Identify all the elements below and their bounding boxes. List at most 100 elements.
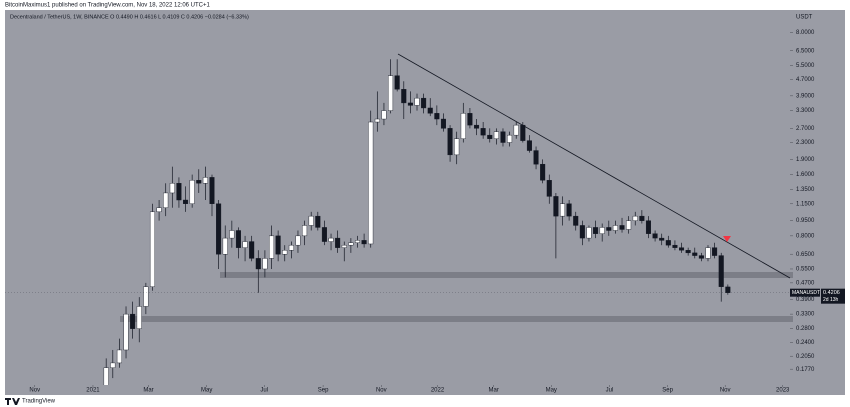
candle-body	[573, 215, 579, 226]
candle-body	[698, 255, 704, 259]
candle-body	[474, 124, 480, 129]
y-tick-label: 0.9500	[796, 218, 815, 224]
candle-body	[388, 75, 394, 111]
candle-body	[447, 128, 453, 156]
candle-body	[394, 75, 400, 90]
candle-body	[335, 237, 341, 248]
candle-body	[725, 286, 731, 293]
candle-body	[526, 140, 532, 151]
candle-body	[255, 258, 261, 270]
candle-body	[480, 128, 486, 136]
y-tick-label: 0.4700	[796, 280, 815, 286]
candle-body	[242, 241, 248, 248]
symbol-label: MANAUSDT	[792, 290, 820, 296]
legend-title: Decentraland / TetherUS, 1W, BINANCE O 0…	[10, 14, 249, 20]
candle-body	[645, 220, 651, 234]
y-tick-label: 1.6000	[796, 172, 815, 178]
candle-body	[189, 180, 195, 204]
candle-body	[718, 255, 724, 287]
candle-body	[712, 247, 718, 256]
candle-body	[308, 215, 314, 226]
y-tick-label: 1.3500	[796, 187, 815, 193]
candle-body	[361, 240, 367, 245]
y-tick-label: 0.3900	[796, 297, 815, 303]
x-tick-label: Nov	[720, 388, 731, 394]
candle-body	[440, 118, 446, 129]
y-tick-label: 0.6500	[796, 252, 815, 258]
support-zone	[120, 316, 793, 322]
candle-body	[546, 180, 552, 197]
x-tick-label: May	[546, 388, 557, 394]
x-tick-label: Jul	[606, 388, 614, 394]
candle-body	[619, 225, 625, 230]
candle-body	[434, 113, 440, 120]
y-tick-label: 0.8000	[796, 233, 815, 239]
logo-mark	[5, 398, 20, 405]
header: BitcoinMaximus1 published on TradingView…	[5, 3, 211, 9]
y-axis-unit: USDT	[796, 15, 813, 21]
candle-body	[374, 118, 380, 123]
y-tick-label: 1.1500	[796, 201, 815, 207]
y-tick-label: 0.2050	[796, 354, 815, 360]
x-tick-label: Mar	[489, 388, 499, 394]
y-tick-label: 6.5000	[796, 48, 815, 54]
trend-line	[397, 53, 791, 279]
y-tick-label: 3.9000	[796, 93, 815, 99]
x-tick-label: 2022	[431, 388, 445, 394]
candle-body	[612, 225, 618, 231]
candle-body	[513, 124, 519, 136]
candle-body	[487, 134, 493, 139]
x-tick-label: Nov	[376, 388, 387, 394]
candle-body	[533, 150, 539, 165]
candle-body	[679, 247, 685, 251]
candle-body	[626, 220, 632, 230]
x-tick-label: Sep	[662, 388, 673, 394]
last-price-label: 0.4206	[823, 290, 840, 296]
candle-body	[685, 250, 691, 254]
footer-logo: TradingView	[5, 398, 56, 405]
candle-body	[559, 203, 566, 217]
y-tick-label: 2.7000	[796, 126, 815, 132]
y-tick-label: 1.9000	[796, 157, 815, 163]
candle-body	[288, 244, 294, 251]
candle-body	[632, 215, 638, 221]
candle-body	[130, 313, 136, 329]
candle-body	[407, 102, 413, 106]
y-tick-label: 4.7000	[796, 77, 815, 83]
candle-body	[381, 110, 387, 120]
candle-body	[341, 244, 347, 248]
candle-body	[672, 244, 678, 248]
candle-body	[216, 203, 222, 255]
candles	[103, 59, 731, 385]
x-tick-label: May	[201, 388, 212, 394]
x-tick-label: Jul	[260, 388, 268, 394]
candle-body	[143, 286, 149, 307]
candle-body	[315, 215, 321, 228]
candle-body	[401, 89, 407, 104]
x-tick-label: Sep	[318, 388, 329, 394]
y-tick-label: 0.2400	[796, 340, 815, 346]
candle-body	[202, 177, 208, 184]
candle-body	[593, 227, 599, 234]
y-tick-label: 2.3000	[796, 140, 815, 146]
candle-body	[209, 177, 215, 204]
chart-background	[5, 10, 845, 395]
candle-body	[169, 183, 175, 194]
candle-body	[183, 199, 189, 204]
candle-body	[103, 367, 109, 385]
y-tick-label: 3.3000	[796, 108, 815, 114]
candle-body	[540, 163, 546, 181]
signal-marker	[723, 236, 731, 242]
candle-body	[639, 215, 645, 221]
x-tick-label: 2021	[86, 388, 100, 394]
candle-body	[665, 240, 671, 246]
candle-body	[414, 97, 420, 106]
price-box	[821, 288, 845, 304]
candle-body	[368, 121, 374, 245]
x-tick-label: Mar	[143, 388, 153, 394]
candle-body	[599, 227, 605, 234]
candle-body	[262, 258, 268, 270]
candle-body	[427, 107, 433, 114]
